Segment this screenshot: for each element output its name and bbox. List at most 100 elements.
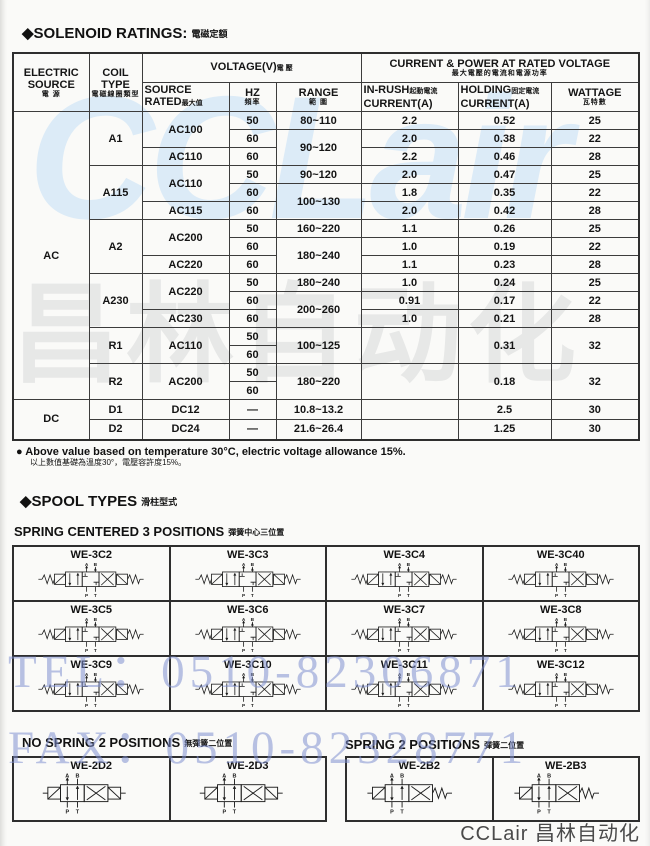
cell-inrush: 2.0 [360, 201, 459, 220]
header-voltage-group: VOLTAGE(V)電 壓 [141, 52, 362, 83]
header-hz-en: HZ [245, 87, 260, 99]
cell-wattage: 22 [550, 291, 640, 310]
valve-3pos-symbol [177, 561, 319, 599]
cell-holding: 0.26 [457, 219, 552, 238]
cell-hz: 50 [228, 363, 277, 382]
spool-model-label: WE-3C7 [383, 604, 426, 616]
no-spring-heading: NO SPRING 2 POSITIONS 無彈簧二位置 [22, 735, 232, 750]
spool-cell-we-3c8: WE-3C8 [482, 601, 639, 656]
spool-cell-we-3c12: WE-3C12 [482, 656, 639, 711]
cell-rated: AC200 [141, 219, 230, 256]
cell-inrush: 1.1 [360, 255, 459, 274]
spool-model-label: WE-2D3 [226, 760, 269, 772]
spool-cell-we-3c4: WE-3C4 [326, 546, 483, 601]
no-spring-heading-cn: 無彈簧二位置 [184, 739, 233, 748]
valve-3pos-symbol [333, 561, 475, 599]
header-wattage-cn: 瓦特數 [582, 99, 607, 106]
cell-wattage: 28 [550, 201, 640, 220]
spool-model-label: WE-3C2 [70, 549, 113, 561]
cell-rated: DC12 [141, 399, 230, 420]
cell-range: 200~260 [275, 291, 362, 328]
valve-2pos-spring-symbol [498, 772, 634, 816]
cell-coil-d2: D2 [88, 419, 143, 440]
cell-hz: 60 [228, 237, 277, 256]
spool-model-label: WE-3C4 [383, 549, 426, 561]
cell-hz: 60 [228, 345, 277, 364]
cell-wattage: 25 [550, 219, 640, 238]
cell-rated: AC110 [141, 147, 230, 166]
spool-model-label: WE-2D2 [70, 760, 113, 772]
cell-inrush: 1.0 [360, 273, 459, 292]
header-inrush: IN-RUSH起動電流 CURRENT(A) [360, 82, 459, 112]
spool-types-title-en: ◆SPOOL TYPES [20, 493, 138, 510]
spool-model-label: WE-3C40 [536, 549, 585, 561]
header-current-power-en: CURRENT & POWER AT RATED VOLTAGE [389, 58, 611, 70]
cell-wattage: 25 [550, 165, 640, 184]
cell-coil-a230: A230 [88, 273, 143, 328]
solenoid-ratings-title-cn: 電磁定額 [191, 29, 228, 39]
cell-wattage: 22 [550, 129, 640, 148]
cell-coil-r1: R1 [88, 327, 143, 364]
spring2-heading: SPRING 2 POSITIONS 彈簧二位置 [345, 737, 524, 752]
cell-coil-a115: A115 [88, 165, 143, 220]
cell-wattage: 22 [550, 237, 640, 256]
cell-range: 100~125 [275, 327, 362, 364]
header-range: RANGE 範 圍 [275, 82, 362, 112]
cell-holding: 0.24 [457, 273, 552, 292]
spool-cell-we-3c3: WE-3C3 [169, 546, 326, 601]
cell-range: 160~220 [275, 219, 362, 238]
cell-coil-a2: A2 [88, 219, 143, 274]
cell-inrush: 1.1 [360, 219, 459, 238]
spool-types-title-cn: 滑柱型式 [141, 497, 178, 507]
cell-hz: 50 [228, 327, 277, 346]
spring2-heading-cn: 彈簧二位置 [484, 741, 525, 750]
valve-3pos-symbol [20, 561, 162, 599]
cell-range: 90~120 [275, 165, 362, 184]
no-spring-heading-en: NO SPRING 2 POSITIONS [22, 735, 181, 750]
cell-rated: AC220 [141, 273, 230, 310]
cell-wattage: 22 [550, 183, 640, 202]
cell-inrush: 2.2 [360, 111, 459, 130]
cell-range: 180~240 [275, 273, 362, 292]
cell-hz: 60 [228, 309, 277, 328]
spool-model-label: WE-3C12 [536, 659, 585, 671]
cell-coil-r2: R2 [88, 363, 143, 400]
header-current-power-cn: 最大電壓的電流和電源功率 [451, 70, 548, 77]
spring2-grid: WE-2B2 WE-2B3 [345, 756, 640, 822]
cell-coil-a1: A1 [88, 111, 143, 166]
header-inrush-en: IN-RUSH [363, 84, 410, 96]
cell-inrush: 2.2 [360, 147, 459, 166]
cell-hz: 60 [228, 147, 277, 166]
header-range-cn: 範 圍 [309, 99, 328, 106]
cell-holding: 0.35 [457, 183, 552, 202]
cell-holding: 0.42 [457, 201, 552, 220]
spring-centered-heading-en: SPRING CENTERED 3 POSITIONS [14, 524, 225, 539]
valve-3pos-symbol [490, 671, 632, 709]
header-electric-source-l1: ELECTRIC [23, 66, 79, 79]
table-note: ● Above value based on temperature 30°C,… [16, 446, 406, 468]
valve-3pos-symbol [20, 671, 162, 709]
cell-range: 100~130 [275, 183, 362, 220]
cell-hz: — [228, 419, 277, 440]
cell-wattage: 28 [550, 309, 640, 328]
cell-holding: 0.21 [457, 309, 552, 328]
valve-3pos-symbol [490, 561, 632, 599]
spool-cell-we-3c7: WE-3C7 [326, 601, 483, 656]
spool-cell-we-3c9: WE-3C9 [13, 656, 170, 711]
cell-wattage: 32 [550, 363, 640, 400]
spring-centered-heading-cn: 彈簧中心三位置 [228, 528, 285, 537]
cell-holding: 0.23 [457, 255, 552, 274]
valve-3pos-symbol [333, 671, 475, 709]
header-coil-l2: TYPE [101, 78, 130, 91]
spool-cell-we-2d2: WE-2D2 [13, 757, 170, 821]
spool-model-label: WE-3C6 [226, 604, 269, 616]
table-note-en: ● Above value based on temperature 30°C,… [16, 446, 406, 458]
header-source-rated-cn: 最大值 [181, 100, 203, 107]
cell-wattage: 25 [550, 111, 640, 130]
cell-range: 10.8~13.2 [275, 399, 362, 420]
cell-range: 180~220 [275, 363, 362, 400]
cell-range: 21.6~26.4 [275, 419, 362, 440]
cell-inrush: 2.0 [360, 129, 459, 148]
cell-wattage: 30 [550, 419, 640, 440]
cell-wattage: 28 [550, 255, 640, 274]
